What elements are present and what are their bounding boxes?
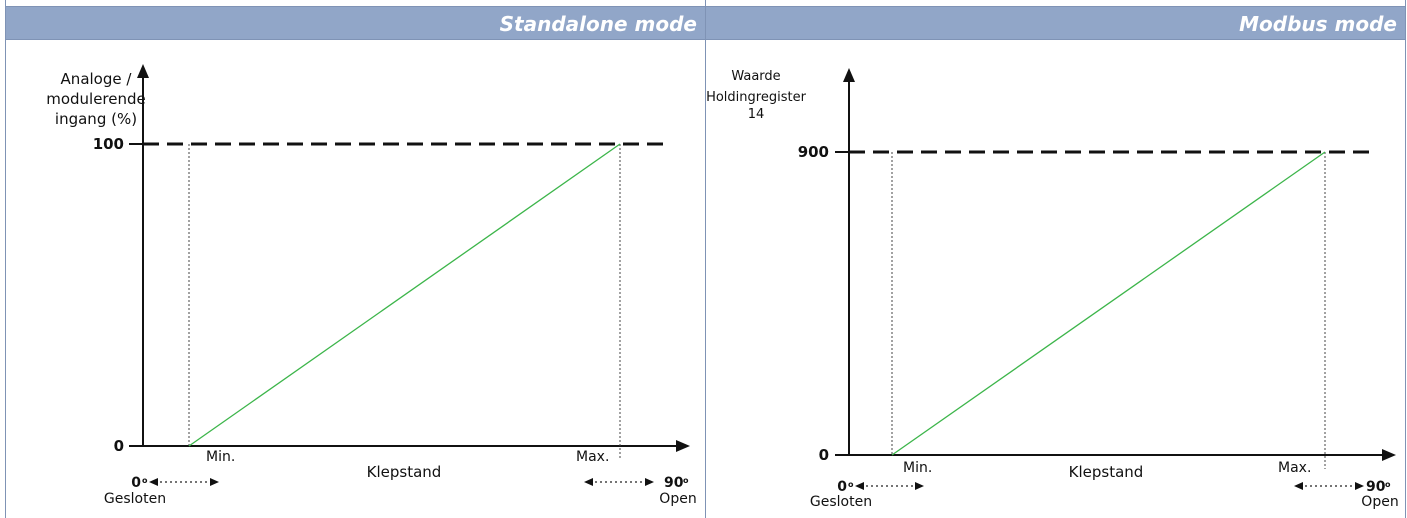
y-axis-label: ingang (%) <box>55 110 137 128</box>
arrowhead-right <box>915 482 924 490</box>
arrowhead-left <box>149 478 158 486</box>
y-tick-label: 900 <box>798 143 829 161</box>
y-axis-label: Holdingregister <box>706 90 806 105</box>
y-tick-label: 100 <box>93 135 124 153</box>
arrowhead-left <box>1294 482 1303 490</box>
min-label: Min. <box>206 449 235 465</box>
x-axis-label: Klepstand <box>1069 463 1144 481</box>
y-tick-label: 0 <box>819 446 829 464</box>
open-angle-value: 90 <box>664 475 684 491</box>
closed-label: Gesloten <box>104 491 166 507</box>
degree-symbol: o <box>1385 480 1391 489</box>
x-axis-arrow <box>676 440 690 452</box>
closed-label: Gesloten <box>810 494 872 510</box>
y-axis-label: modulerende <box>46 90 146 108</box>
max-label: Max. <box>1278 460 1311 476</box>
y-axis-label: 14 <box>748 107 765 122</box>
panel-header: Standalone mode <box>6 6 705 40</box>
panel-title: Modbus mode <box>1239 12 1397 36</box>
min-label: Min. <box>903 460 932 476</box>
arrowhead-right <box>645 478 654 486</box>
series-line <box>891 151 1326 456</box>
x-axis-arrow <box>1382 449 1396 461</box>
arrowhead-right <box>210 478 219 486</box>
open-label: Open <box>1361 494 1398 510</box>
arrowhead-left <box>855 482 864 490</box>
panel-title: Standalone mode <box>499 12 697 36</box>
y-axis-label: Analoge / <box>61 70 133 88</box>
panel-header: Modbus mode <box>706 6 1405 40</box>
open-angle-value: 90 <box>1366 479 1386 495</box>
y-tick-label: 0 <box>114 437 124 455</box>
closed-angle-value: 0 <box>837 479 847 495</box>
standalone-mode-panel: Standalone mode Analoge / modulerende inga… <box>5 0 706 518</box>
degree-symbol: o <box>683 476 689 485</box>
closed-angle-value: 0 <box>131 475 141 491</box>
y-axis-arrow <box>137 64 149 78</box>
arrowhead-left <box>584 478 593 486</box>
y-axis-label: Waarde <box>731 69 780 84</box>
standalone-chart: Analoge / modulerende ingang (%) 0 100 Min. Ma… <box>46 64 697 507</box>
series-line <box>188 143 621 447</box>
arrowhead-right <box>1355 482 1364 490</box>
y-axis-arrow <box>843 68 855 82</box>
max-label: Max. <box>576 449 609 465</box>
degree-symbol: o <box>142 476 148 485</box>
open-label: Open <box>659 491 696 507</box>
degree-symbol: o <box>848 480 854 489</box>
x-axis-label: Klepstand <box>367 463 442 481</box>
modbus-mode-panel: Modbus mode Waarde Holdingregister 14 0 900 M… <box>705 0 1406 518</box>
